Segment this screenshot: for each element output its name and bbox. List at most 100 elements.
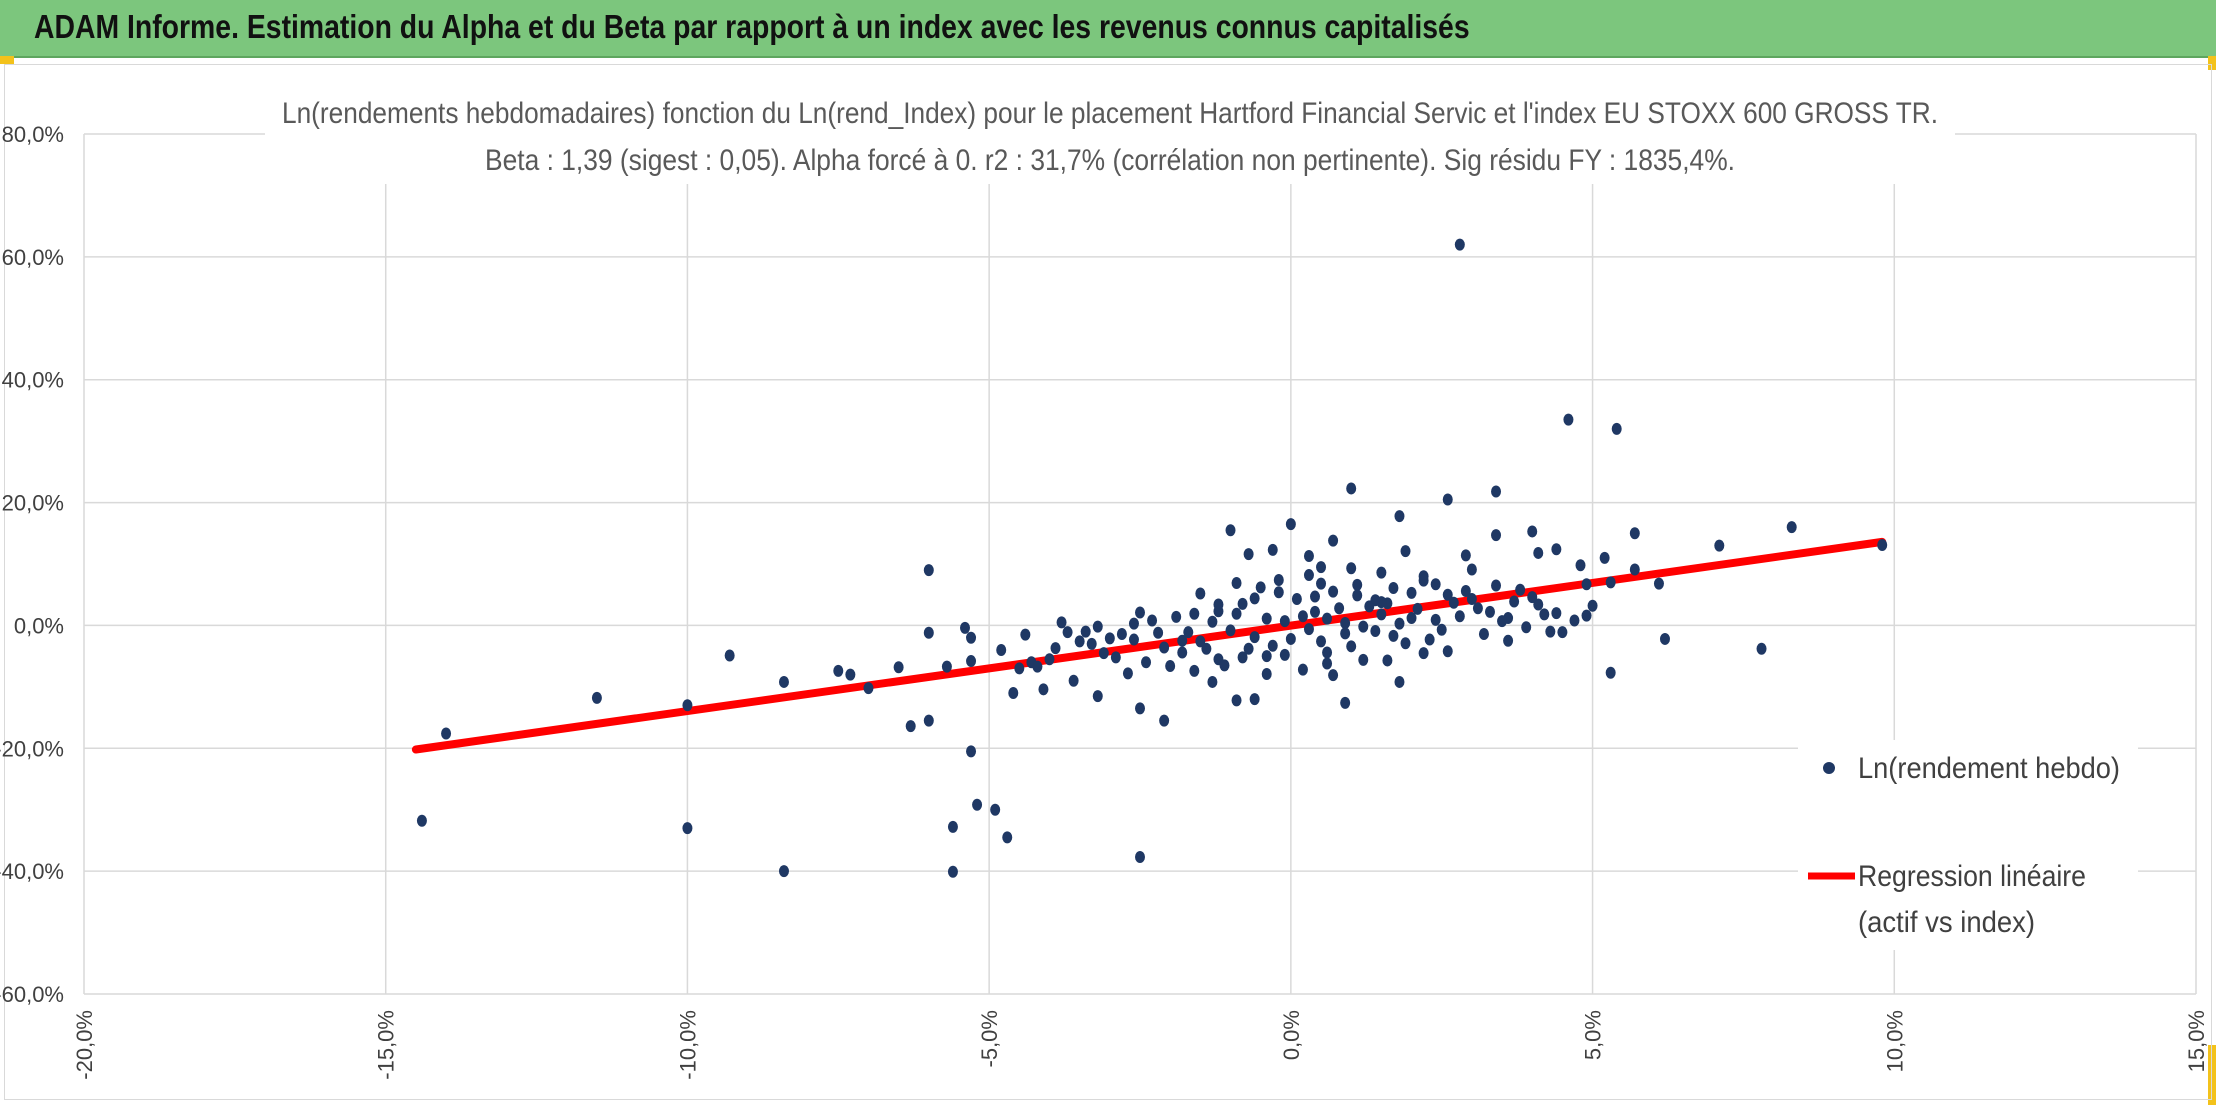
data-point [1430,613,1441,626]
data-point [1255,581,1266,594]
data-point [1491,529,1502,542]
report-title: ADAM Informe. Estimation du Alpha et du … [34,8,1470,45]
data-point [1605,666,1616,679]
data-point [1092,620,1103,633]
data-point [1442,588,1453,601]
data-point [1261,612,1272,625]
data-point [1285,632,1296,645]
chart-title: Ln(rendements hebdomadaires) fonction du… [282,97,1938,130]
data-point [966,655,977,668]
data-point [441,727,452,740]
data-point [1491,579,1502,592]
regression-line [411,537,1887,754]
data-point [591,691,602,704]
data-point [923,714,934,727]
data-point [1237,597,1248,610]
data-point [972,798,983,811]
data-point [1472,602,1483,615]
x-tick-label: -15,0% [374,1010,399,1080]
data-point [1448,596,1459,609]
data-point [1014,662,1025,675]
data-point [1382,654,1393,667]
data-point [1466,593,1477,606]
title-background [265,92,1955,184]
data-point [1074,635,1085,648]
legend-label-regression-line2: (actif vs index) [1858,906,2035,939]
data-point [1038,683,1049,696]
data-point [1334,602,1345,615]
data-point [1213,598,1224,611]
data-point [1303,623,1314,636]
data-point [1068,674,1079,687]
data-point [1551,543,1562,556]
data-point [1328,585,1339,598]
data-point [1122,667,1133,680]
data-point [1394,617,1405,630]
data-point [1116,628,1127,641]
data-point [1659,632,1670,645]
data-point [1358,653,1369,666]
data-point [1442,493,1453,506]
data-point [1316,561,1327,574]
data-point [1243,642,1254,655]
data-point [1303,569,1314,582]
data-point [1575,559,1586,572]
data-point [1563,413,1574,426]
points-layer [416,238,1888,878]
data-point [1629,527,1640,540]
data-point [941,660,952,673]
data-point [1231,577,1242,590]
y-tick-label: 0,0% [14,613,64,638]
data-point [1044,653,1055,666]
data-point [923,564,934,577]
data-point [1388,629,1399,642]
data-point [1183,626,1194,639]
data-point [1225,524,1236,537]
x-tick-label: -20,0% [72,1010,97,1080]
data-point [1454,238,1465,251]
data-point [960,621,971,634]
data-point [1364,600,1375,613]
x-tick-label: 15,0% [2184,1010,2209,1072]
data-point [1297,610,1308,623]
data-point [1430,578,1441,591]
chart-titles: Ln(rendements hebdomadaires) fonction du… [265,92,1955,184]
y-tick-label: -40,0% [0,859,64,884]
legend-label-regression-line1: Regression linéaire [1858,860,2086,893]
data-point [1177,634,1188,647]
data-point [1316,577,1327,590]
data-point [1237,651,1248,664]
data-point [1328,669,1339,682]
y-tick-label: 40,0% [2,368,64,393]
data-point [1279,615,1290,628]
data-point [1098,647,1109,660]
data-point [1756,642,1767,655]
data-point [1587,599,1598,612]
data-point [1340,627,1351,640]
y-tick-label: 20,0% [2,491,64,516]
data-point [833,664,844,677]
report-header: ADAM Informe. Estimation du Alpha et du … [0,0,2216,58]
data-point [1653,577,1664,590]
data-point [1086,637,1097,650]
legend-marker-points [1823,762,1835,774]
data-point [1509,595,1520,608]
data-point [416,814,427,827]
data-point [1545,625,1556,638]
data-point [1104,632,1115,645]
data-point [1141,656,1152,669]
data-point [1189,607,1200,620]
data-point [1207,675,1218,688]
data-point [1309,605,1320,618]
data-point [1557,626,1568,639]
data-point [1159,641,1170,654]
data-point [1551,607,1562,620]
data-point [1279,648,1290,661]
data-point [1322,612,1333,625]
data-point [1478,628,1489,641]
legend-background [1798,740,2138,950]
chart-frame [4,64,2212,1100]
data-point [1020,628,1031,641]
data-point [1539,608,1550,621]
